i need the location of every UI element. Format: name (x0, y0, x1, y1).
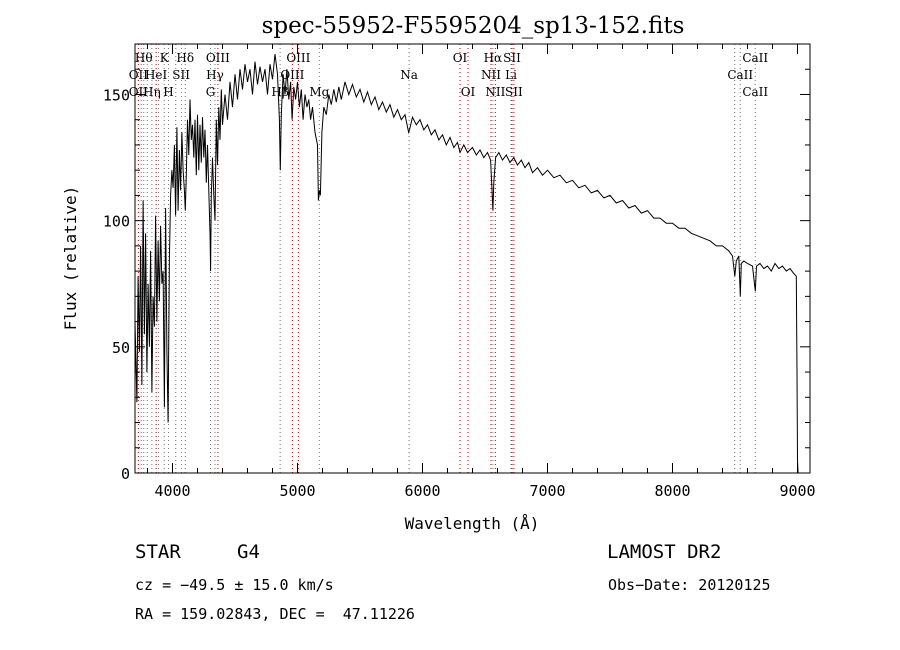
x-tick-label: 8000 (654, 482, 690, 500)
spectral-line-label: HeI (145, 68, 168, 82)
plot-frame (134, 43, 811, 474)
spectral-line-label: Mg (309, 85, 329, 99)
object-class: STAR (135, 541, 181, 563)
spectral-line-label: NII (481, 68, 501, 82)
spectral-line-label: CaII (742, 85, 768, 99)
spectral-line-label: Na (400, 68, 418, 82)
spectral-line-label: Hδ (176, 51, 194, 65)
y-tick-label: 150 (103, 86, 130, 104)
x-tick-label: 9000 (779, 482, 815, 500)
spectral-line-label: K (160, 51, 170, 65)
redshift-cz: cz = −49.5 ± 15.0 km/s (135, 576, 334, 594)
spectral-line-label: Li (505, 68, 517, 82)
spectral-line-label: OII (129, 85, 149, 99)
spectral-line-label: CaII (742, 51, 768, 65)
spectral-line-label: SII (503, 51, 521, 65)
spectral-line-label: OIII (286, 51, 310, 65)
object-subclass: G4 (237, 541, 260, 563)
axis-ticks (135, 44, 810, 474)
x-tick-label: 6000 (404, 482, 440, 500)
spectral-line-label: OI (461, 85, 476, 99)
spectral-line-label: NII (485, 85, 505, 99)
chart-title: spec-55952-F5595204_sp13-152.fits (262, 13, 685, 39)
y-axis-label: Flux (relative) (61, 186, 80, 331)
spectral-line-label: Hγ (206, 68, 224, 82)
spectral-line-markers (137, 44, 756, 473)
axis-tick-labels: 4000 5000 6000 7000 8000 9000 0 50 100 150 (103, 86, 816, 500)
y-tick-label: 0 (121, 465, 130, 483)
spectral-line-label: H (163, 85, 173, 99)
spectral-line-label: Hα (484, 51, 503, 65)
spectrum-line (134, 54, 799, 474)
ra-dec-coordinates: RA = 159.02843, DEC = 47.11226 (135, 605, 415, 623)
spectral-line-label: Hη (143, 85, 161, 99)
x-axis-label: Wavelength (Å) (405, 514, 540, 533)
spectral-line-label: OII (129, 68, 149, 82)
spectral-line-label: Hθ (135, 51, 153, 65)
y-tick-label: 100 (103, 213, 130, 231)
x-tick-label: 4000 (154, 482, 190, 500)
y-tick-label: 50 (112, 339, 130, 357)
x-tick-label: 5000 (279, 482, 315, 500)
spectral-line-label: OIII (206, 51, 230, 65)
x-tick-label: 7000 (529, 482, 565, 500)
spectral-line-label: CaII (727, 68, 753, 82)
spectral-line-label: OI (453, 51, 468, 65)
observation-date: Obs−Date: 20120125 (608, 576, 771, 594)
spectral-line-label: Hβ (271, 85, 288, 99)
spectral-line-label: SII (505, 85, 523, 99)
spectral-line-label: G (206, 85, 216, 99)
spectral-line-label: SII (172, 68, 190, 82)
survey-name: LAMOST DR2 (607, 541, 722, 563)
